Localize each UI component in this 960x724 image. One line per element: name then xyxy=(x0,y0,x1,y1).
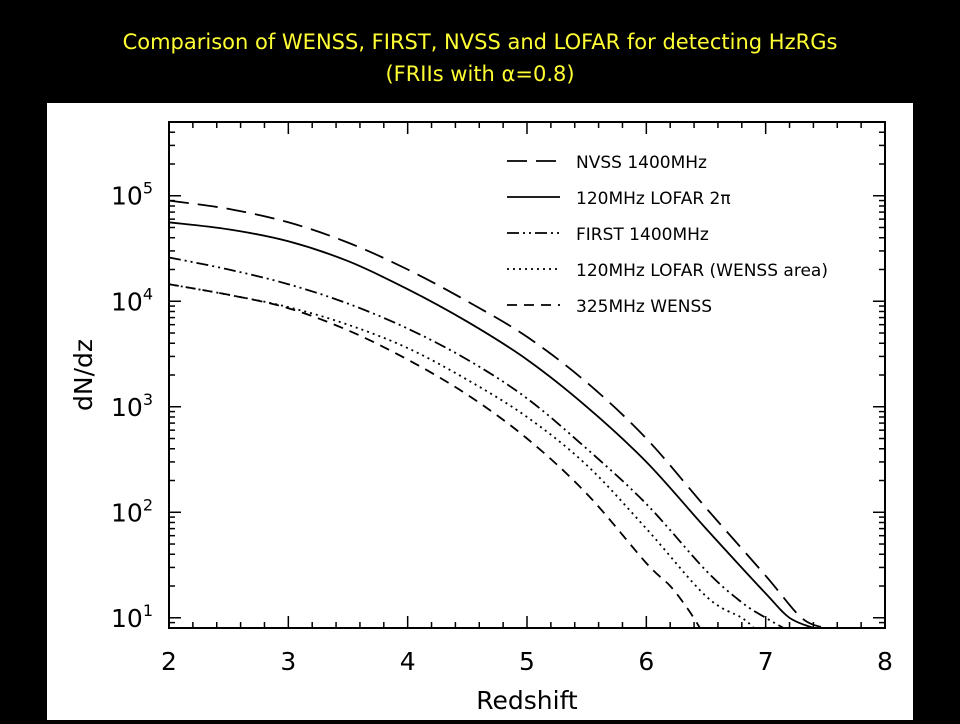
series-line-3 xyxy=(168,283,755,629)
y-tick-exponent: 5 xyxy=(143,179,153,198)
y-axis-label: dN/dz xyxy=(69,339,98,411)
y-tick-exponent: 1 xyxy=(143,601,153,620)
legend-label: FIRST 1400MHz xyxy=(576,225,709,245)
y-tick-label: 101 xyxy=(111,601,153,633)
x-tick-label: 7 xyxy=(758,647,774,676)
series-line-2 xyxy=(168,256,785,629)
slide-title-line-2: (FRIIs with α=0.8) xyxy=(385,62,575,86)
y-tick-label: 105 xyxy=(111,179,153,211)
y-tick-base: 10 xyxy=(111,182,143,211)
slide-title-line-1: Comparison of WENSS, FIRST, NVSS and LOF… xyxy=(122,30,838,54)
legend-label: 120MHz LOFAR (WENSS area) xyxy=(576,261,828,281)
x-tick-label: 6 xyxy=(638,647,654,676)
x-tick-label: 5 xyxy=(519,647,535,676)
y-tick-exponent: 4 xyxy=(143,284,153,303)
series-line-0 xyxy=(168,199,826,629)
y-tick-base: 10 xyxy=(111,393,143,422)
x-tick-label: 4 xyxy=(400,647,416,676)
y-tick-base: 10 xyxy=(111,604,143,633)
y-tick-base: 10 xyxy=(111,287,143,316)
y-tick-base: 10 xyxy=(111,498,143,527)
y-tick-label: 103 xyxy=(111,390,153,422)
series-line-1 xyxy=(168,221,814,629)
y-tick-exponent: 3 xyxy=(143,390,153,409)
y-tick-label: 102 xyxy=(111,495,153,527)
x-tick-label: 3 xyxy=(280,647,296,676)
series-layer xyxy=(168,199,826,629)
legend: NVSS 1400MHz 120MHz LOFAR 2π FIRST 1400MHz… xyxy=(507,153,828,317)
x-tick-label: 8 xyxy=(877,647,893,676)
legend-label: 120MHz LOFAR 2π xyxy=(576,189,731,209)
y-tick-exponent: 2 xyxy=(143,495,153,514)
legend-label: 325MHz WENSS xyxy=(576,297,712,317)
x-tick-labels: 2 3 4 5 6 7 8 xyxy=(161,647,893,676)
legend-label: NVSS 1400MHz xyxy=(576,153,707,173)
x-axis-label: Redshift xyxy=(476,686,578,715)
slide-title: Comparison of WENSS, FIRST, NVSS and LOF… xyxy=(0,26,960,90)
y-tick-label: 104 xyxy=(111,284,153,316)
x-tick-label: 2 xyxy=(161,647,177,676)
series-line-4 xyxy=(168,283,701,629)
